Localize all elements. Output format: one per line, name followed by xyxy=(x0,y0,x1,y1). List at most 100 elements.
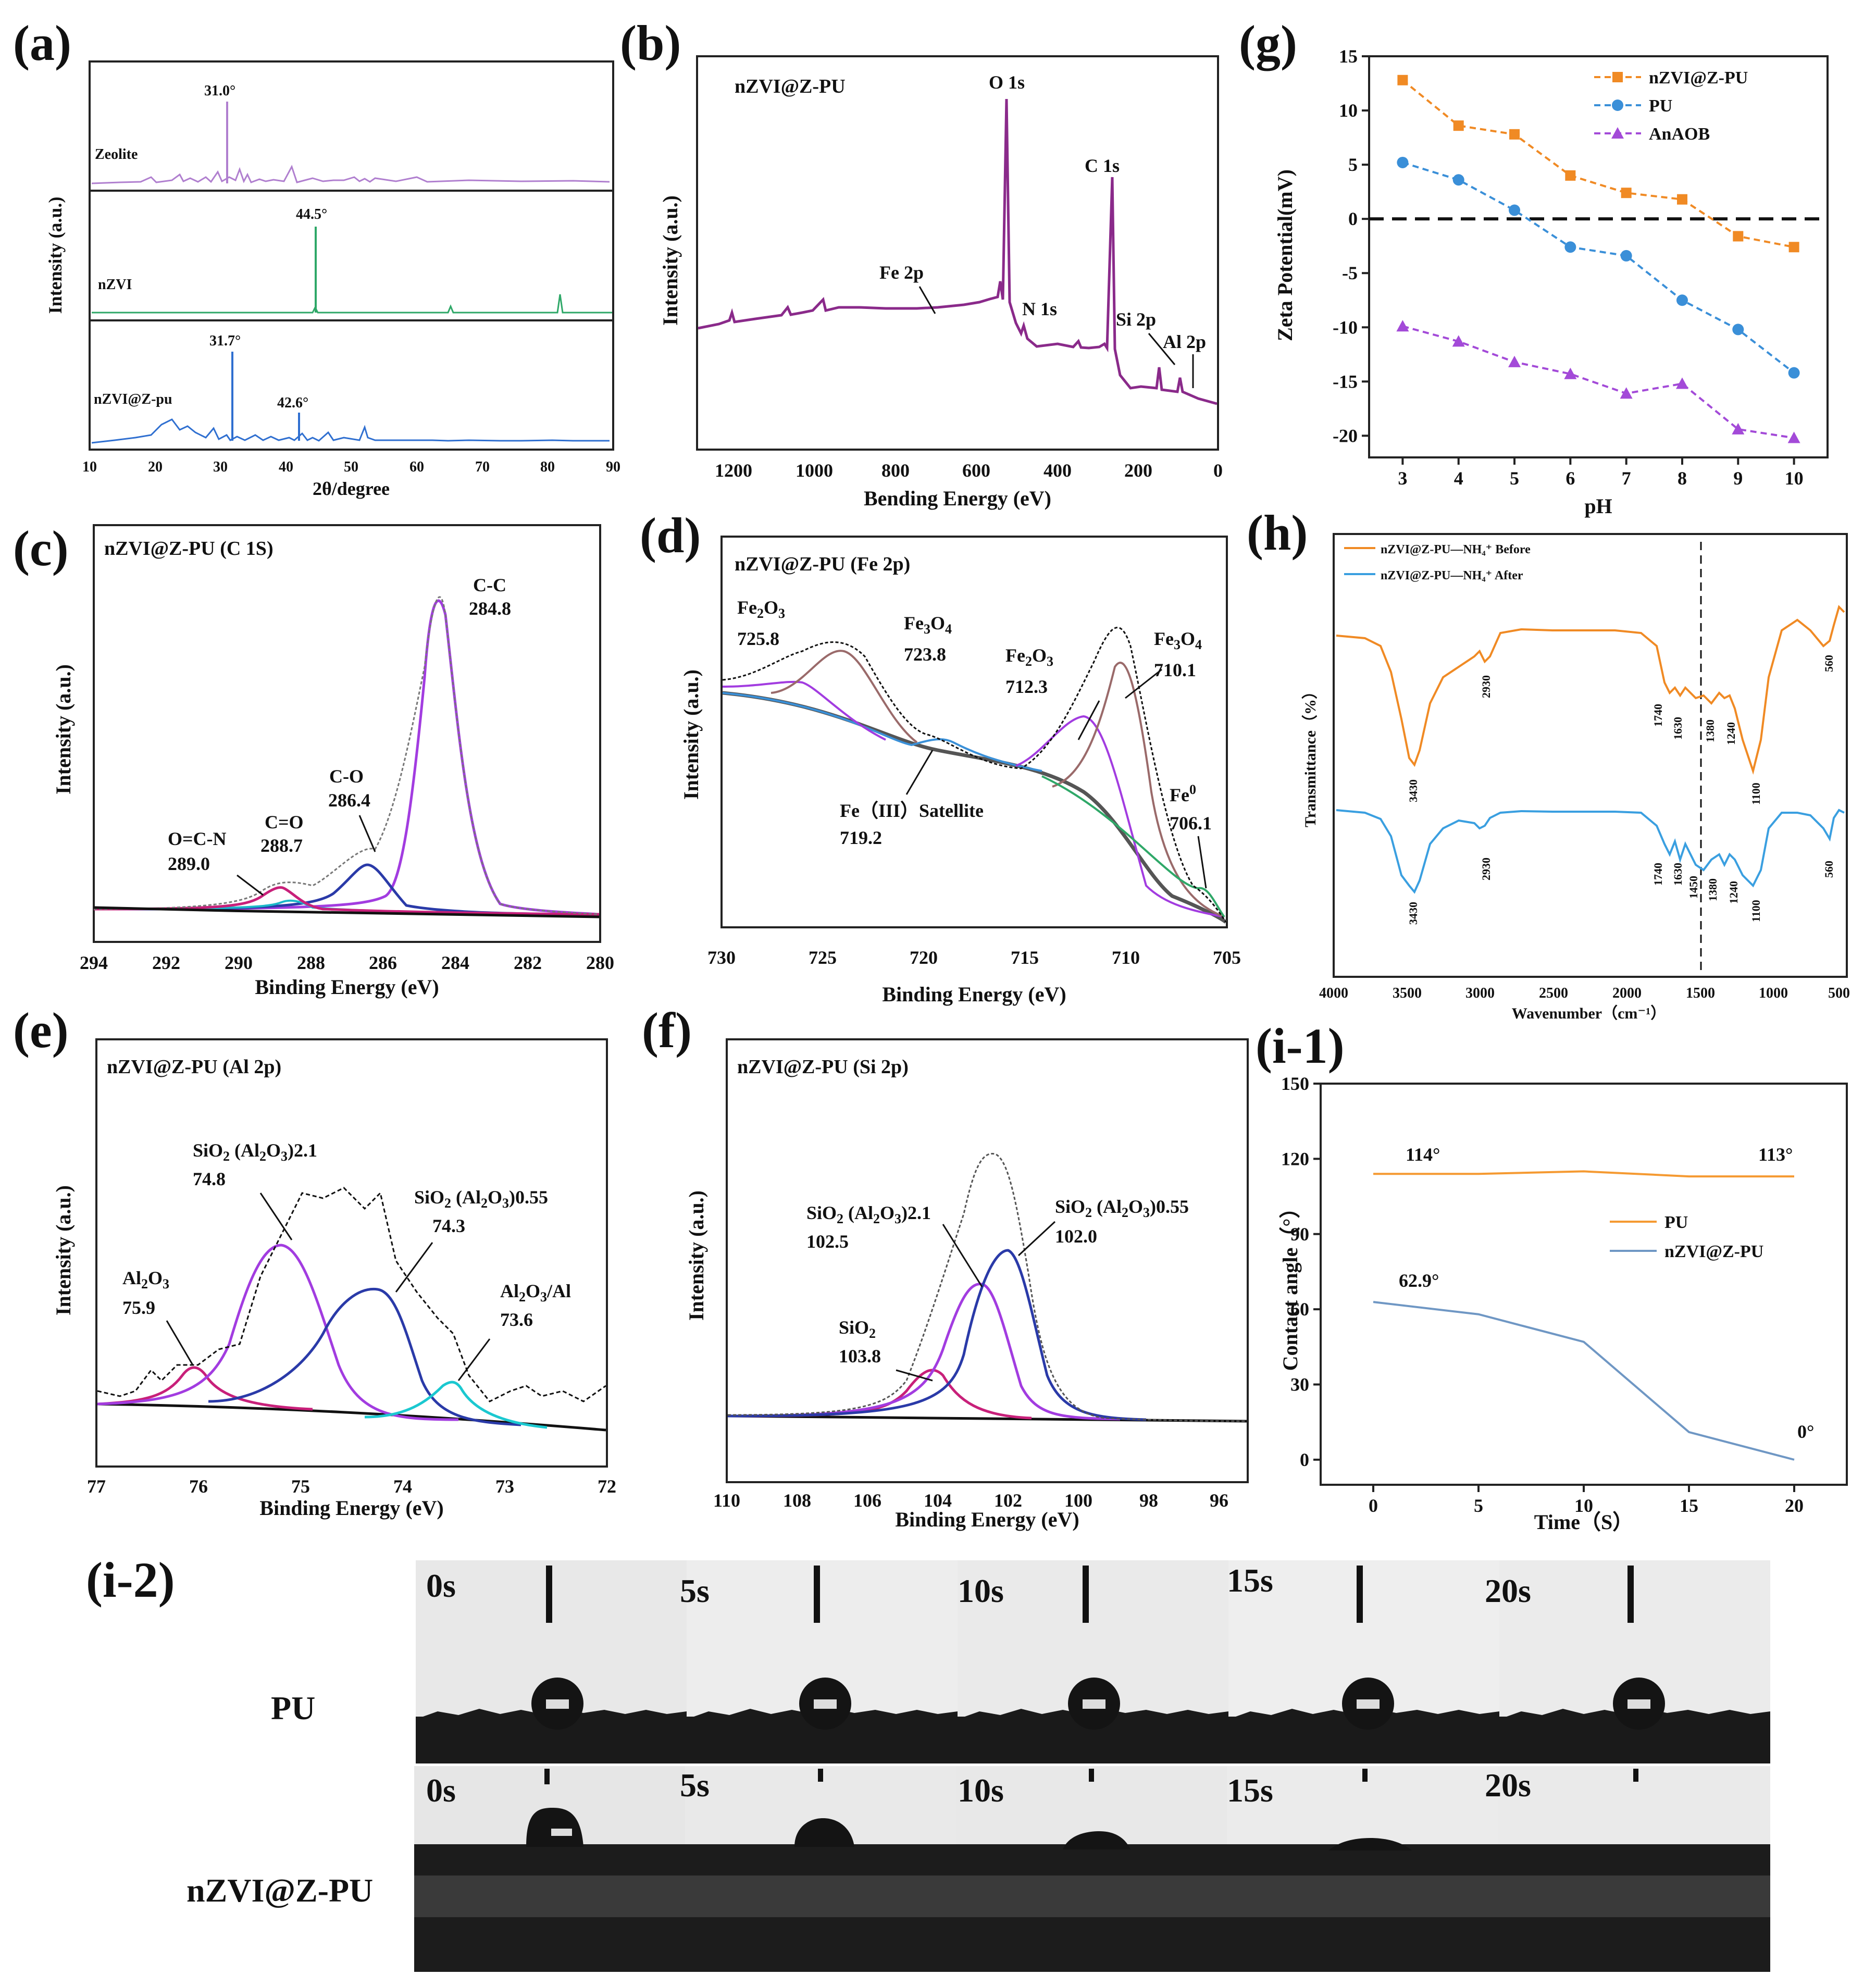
ftir-before-peak-label: 2930 xyxy=(1480,675,1493,698)
data-point xyxy=(1620,250,1632,262)
h-xtick: 500 xyxy=(1828,985,1850,1001)
f-xtick: 110 xyxy=(713,1490,740,1511)
f-xtick: 98 xyxy=(1139,1490,1158,1511)
panel-g-ylabel: Zeta Potential(mV) xyxy=(1273,169,1297,341)
photo-composite-time: 5s xyxy=(680,1767,710,1804)
c1s-ocn-value: 289.0 xyxy=(168,853,210,874)
c-xtick: 282 xyxy=(514,952,542,973)
y-tick-label: -15 xyxy=(1333,371,1358,392)
data-point xyxy=(1676,294,1688,306)
f-xtick: 102 xyxy=(994,1490,1022,1511)
a-xtick: 30 xyxy=(213,459,228,475)
h-xtick: 4000 xyxy=(1319,985,1348,1001)
d-xtick: 730 xyxy=(707,947,736,968)
ftir-legend-before: nZVI@Z-PU—NH₄⁺ Before xyxy=(1381,543,1531,556)
fe2p-fe3o4-arrow xyxy=(1125,668,1162,699)
photo-pu-time: 20s xyxy=(1485,1572,1531,1609)
y-tick-label: 30 xyxy=(1290,1374,1309,1395)
x-tick-label: 4 xyxy=(1454,468,1463,489)
panel-e-xlabel: Binding Energy (eV) xyxy=(259,1496,443,1520)
panel-a: (a) Zeolite 31.0° nZVI 44.5° 31.7° 42.6°… xyxy=(13,15,620,499)
fe2p-envelope xyxy=(722,627,1227,923)
series-line-1 xyxy=(1402,162,1795,374)
data-point xyxy=(1452,335,1465,347)
ftir-after-peak-label: 1630 xyxy=(1671,863,1684,886)
panel-h-letter: (h) xyxy=(1247,505,1308,561)
photo-row-composite: 0s 5s 10s xyxy=(414,1766,1770,1972)
e-xtick: 77 xyxy=(87,1476,106,1497)
data-point xyxy=(1787,431,1800,443)
c1s-cc-value: 284.8 xyxy=(469,598,511,619)
panel-b: (b) nZVI@Z-PU O 1s C 1s Fe 2p N 1s Si 2p… xyxy=(620,15,1223,510)
c1s-cc-label: C-C xyxy=(473,575,506,595)
panel-d-letter: (d) xyxy=(640,507,701,563)
panel-i1: (i-1) 0 30 60 90 120 150 0 5 10 15 20 PU nZVI@Z-PU T… xyxy=(1256,1018,1848,1534)
c1s-background xyxy=(93,906,600,918)
xrd-nzvi-label: nZVI xyxy=(98,277,132,293)
ftir-after-peak-label: 1240 xyxy=(1727,881,1740,904)
panel-i1-ylabel: Contact angle（°） xyxy=(1278,1198,1302,1371)
panel-d-xlabel: Binding Energy (eV) xyxy=(882,983,1066,1006)
xps-si2p-arrow xyxy=(1148,333,1176,365)
ftir-before-peak-label: 1630 xyxy=(1671,717,1684,740)
c1s-ocn-arrow xyxy=(237,874,264,896)
ftir-before-line xyxy=(1336,605,1845,775)
al2p-al2o3-arrow xyxy=(166,1320,194,1365)
f-xtick: 106 xyxy=(853,1490,881,1511)
panel-g-letter: (g) xyxy=(1239,15,1297,71)
y-tick-label: 0 xyxy=(1348,208,1358,229)
photo-pu-frame: 20s xyxy=(1485,1560,1770,1763)
panel-c-frame xyxy=(93,524,601,943)
data-point xyxy=(1509,129,1520,140)
x-tick-label: 6 xyxy=(1566,468,1575,489)
fe2p-label-5: Fe（III）Satellite xyxy=(840,800,984,821)
a-xtick: 20 xyxy=(148,459,163,475)
xps-al2p-label: Al 2p xyxy=(1163,331,1206,352)
panel-e: (e) nZVI@Z-PU (Al 2p) Al2O3 75.9 SiO2 (A… xyxy=(13,1002,616,1520)
si2p-sio2-21-arrow xyxy=(942,1224,983,1287)
fe2p-fe2o3-low xyxy=(1015,715,1225,918)
panel-f-title: nZVI@Z-PU (Si 2p) xyxy=(737,1056,909,1078)
al2p-al2o3-al-peak xyxy=(364,1381,548,1429)
y-tick-label: 150 xyxy=(1281,1073,1309,1094)
si2p-sio2-055-peak xyxy=(727,1249,1147,1421)
fe2p-fe0 xyxy=(1041,775,1225,918)
b-xtick: 1000 xyxy=(796,460,833,481)
ftir-before-peak-label: 1740 xyxy=(1651,704,1664,727)
legend-label: nZVI@Z-PU xyxy=(1649,68,1748,88)
photo-row-label-pu: PU xyxy=(271,1690,315,1726)
x-tick-label: 10 xyxy=(1574,1495,1593,1516)
fe2p-value-1: 723.8 xyxy=(904,644,946,665)
data-point xyxy=(1397,74,1408,85)
xrd-composite-peak-label-1: 31.7° xyxy=(209,333,241,349)
h-xtick: 3000 xyxy=(1465,985,1495,1001)
c1s-cdo-value: 288.7 xyxy=(260,835,303,856)
a-xtick: 50 xyxy=(344,459,358,475)
data-point xyxy=(1675,377,1688,389)
a-xtick: 70 xyxy=(475,459,490,475)
photo-composite-frame: 20s xyxy=(1485,1766,1770,1972)
panel-f-xlabel: Binding Energy (eV) xyxy=(895,1508,1079,1531)
data-point xyxy=(1788,242,1799,253)
ftir-before-peak-label: 560 xyxy=(1822,655,1835,672)
fe2p-satellite-arrow xyxy=(905,750,934,795)
photo-composite-time: 0s xyxy=(426,1772,456,1809)
c1s-co-value: 286.4 xyxy=(328,790,370,811)
fe2p-fe3o4-low xyxy=(1052,662,1225,918)
c1s-co-label: C-O xyxy=(329,766,364,787)
c-xtick: 280 xyxy=(586,952,614,973)
panel-c-xticks: 294 292 290 288 286 284 282 280 xyxy=(80,952,614,973)
photo-pu-time: 5s xyxy=(680,1572,710,1609)
b-xtick: 1200 xyxy=(715,460,752,481)
panel-f: (f) nZVI@Z-PU (Si 2p) SiO2 (Al2O3)2.1 10… xyxy=(642,1002,1249,1531)
y-tick-label: 90 xyxy=(1290,1224,1309,1245)
c-xtick: 292 xyxy=(152,952,180,973)
ftir-after-line xyxy=(1336,809,1845,894)
legend-label: PU xyxy=(1664,1213,1688,1232)
ftir-before-peak-label: 1100 xyxy=(1749,782,1762,805)
panel-h-xlabel: Wavenumber（cm⁻¹） xyxy=(1512,1004,1666,1022)
xrd-zeolite-peak-label: 31.0° xyxy=(204,83,235,99)
ftir-before-peak-label: 1240 xyxy=(1724,722,1737,745)
a-xtick: 80 xyxy=(540,459,555,475)
y-tick-label: 15 xyxy=(1339,46,1358,67)
